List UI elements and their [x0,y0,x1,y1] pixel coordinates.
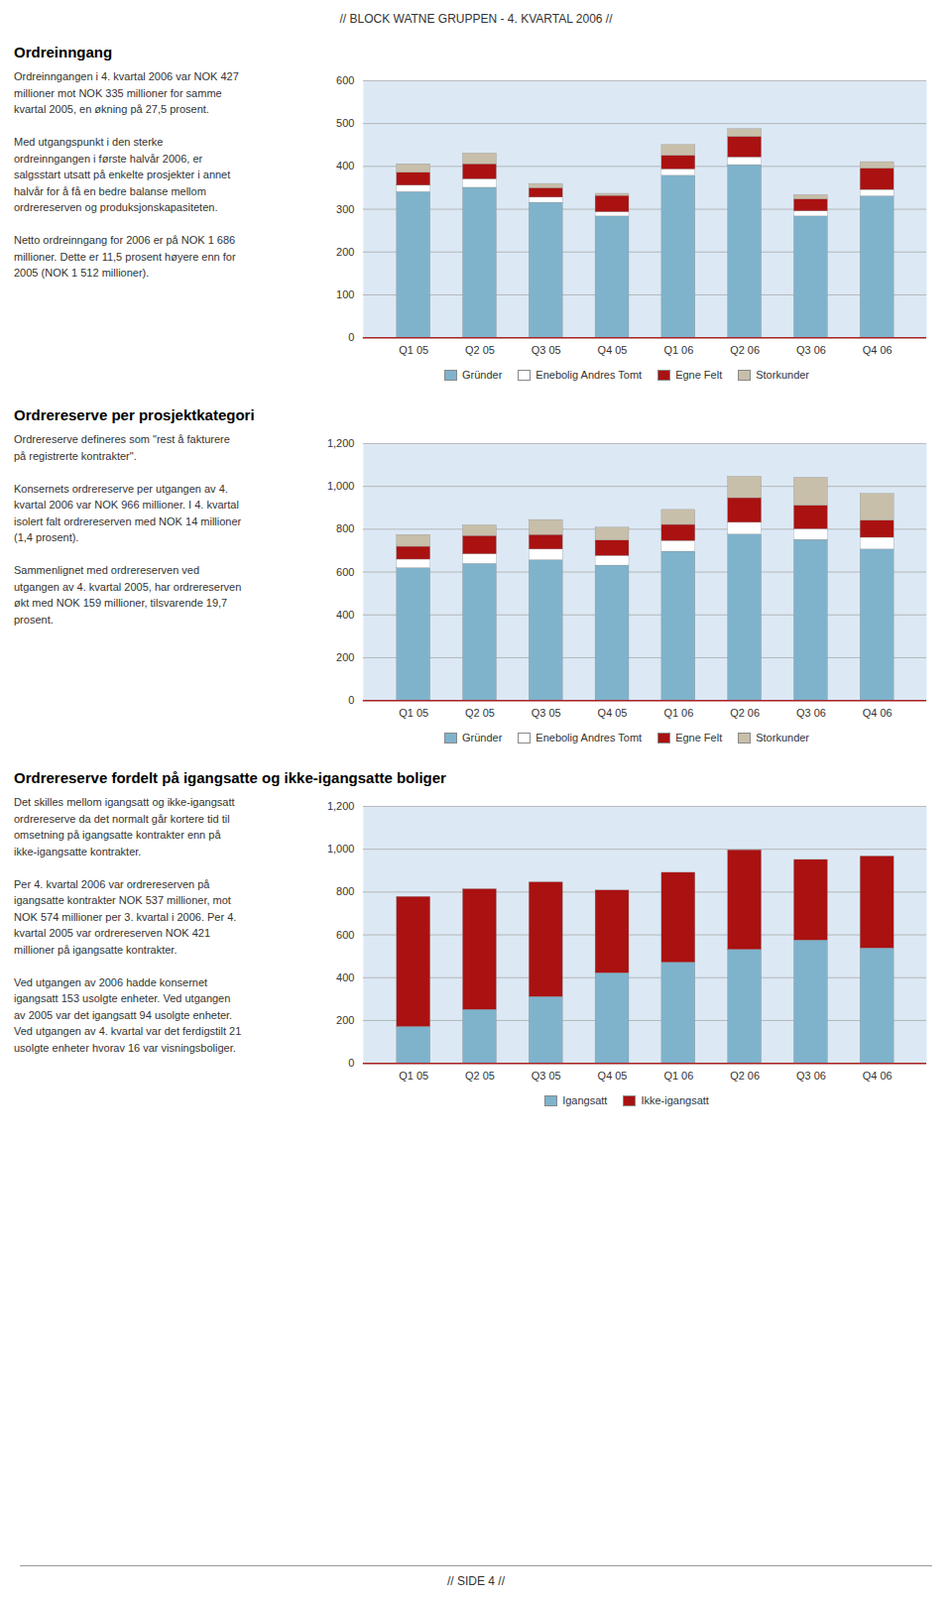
svg-text:0: 0 [348,331,355,344]
svg-text:Q1 06: Q1 06 [663,1070,694,1082]
svg-text:Q1 05: Q1 05 [398,1070,429,1082]
svg-text:500: 500 [336,117,355,129]
svg-text:1,200: 1,200 [327,800,355,813]
svg-text:800: 800 [336,522,355,535]
svg-text:Q4 06: Q4 06 [862,1070,893,1082]
html-text:Gründer: Gründer [462,368,503,381]
svg-text:Q3 05: Q3 05 [531,344,562,357]
svg-text:1,200: 1,200 [327,437,355,450]
html-text:// SIDE 4 //: // SIDE 4 // [447,1574,505,1589]
html-text:ordrereserve da det normalt gå: ordrereserve da det normalt går kortere … [13,812,230,825]
html-text:på registrerte kontrakter".: på registrerte kontrakter". [13,449,137,462]
html-text:Ved utgangen av 4. kvartal var: Ved utgangen av 4. kvartal var det ferdi… [13,1025,242,1038]
svg-text:Q3 05: Q3 05 [531,707,562,719]
svg-text:Q3 05: Q3 05 [531,1070,562,1082]
html-text:Netto ordreinngang for 2006 er: Netto ordreinngang for 2006 er på NOK 1 … [13,234,236,246]
svg-text:Q4 06: Q4 06 [862,344,893,357]
svg-text:Q4 05: Q4 05 [597,344,628,357]
html-text:salgsstart utsatt på enkelte p: salgsstart utsatt på enkelte prosjekter … [13,168,231,181]
html-text:omsetning på igangsatte kontra: omsetning på igangsatte kontrakter enn p… [13,829,221,842]
svg-text:200: 200 [336,1014,355,1027]
html-text:igangsatte kontrakter NOK 537: igangsatte kontrakter NOK 537 millioner,… [13,894,231,907]
svg-text:600: 600 [336,566,355,579]
html-text:Ordrereserve per prosjektkateg: Ordrereserve per prosjektkategori [13,406,255,424]
html-text:Igangsatt: Igangsatt [562,1094,608,1107]
html-text:av 2005 var det igangsatt 94 u: av 2005 var det igangsatt 94 usolgte enh… [13,1009,233,1022]
svg-text:Q2 06: Q2 06 [729,344,760,357]
svg-text:Q3 06: Q3 06 [796,707,827,719]
html-text:Egne Felt: Egne Felt [675,731,723,744]
html-text:Det skilles mellom igangsatt o: Det skilles mellom igangsatt og ikke-iga… [13,796,235,809]
html-text:kvartal 2005 var ordrereserven: kvartal 2005 var ordrereserven NOK 421 [13,927,211,940]
html-text:millioner mot NOK 335 millione: millioner mot NOK 335 millioner for samm… [13,86,222,99]
html-text:millioner. Dette er 11,5 prose: millioner. Dette er 11,5 prosent høyere … [13,250,236,263]
html-text:ordrereserven og produksjonska: ordrereserven og produksjonskapasiteten. [13,201,218,214]
html-text:Storkunder: Storkunder [755,731,810,744]
html-text:Konsernets ordrereserve per ut: Konsernets ordrereserve per utgangen av … [13,482,228,495]
svg-text:Q2 06: Q2 06 [729,1070,760,1082]
svg-text:Q1 05: Q1 05 [398,344,429,357]
html-text:prosent.: prosent. [13,613,54,626]
svg-text:400: 400 [336,159,355,172]
svg-text:300: 300 [336,203,355,216]
svg-text:1,000: 1,000 [327,479,355,492]
html-text:// BLOCK WATNE GRUPPEN - 4. KV: // BLOCK WATNE GRUPPEN - 4. KVARTAL 2006… [339,11,613,26]
svg-text:800: 800 [336,885,355,898]
svg-text:600: 600 [336,74,355,87]
svg-text:0: 0 [348,694,355,707]
svg-text:600: 600 [336,929,355,942]
html-text:(1,4 prosent).: (1,4 prosent). [13,531,79,544]
html-text:Enebolig Andres Tomt: Enebolig Andres Tomt [535,731,642,744]
html-text:millioner på igangsatte kontra: millioner på igangsatte kontrakter. [13,943,178,956]
svg-text:400: 400 [336,608,355,621]
svg-text:Q4 06: Q4 06 [862,707,893,719]
svg-text:Q3 06: Q3 06 [796,344,827,357]
html-text:Egne Felt: Egne Felt [675,368,723,381]
svg-text:200: 200 [336,245,355,258]
svg-text:Q1 05: Q1 05 [398,707,429,719]
html-text:isolert falt ordrereserven med: isolert falt ordrereserven med NOK 14 mi… [13,515,242,528]
svg-text:100: 100 [336,288,355,301]
html-text:ordreinngangen i første halvår: ordreinngangen i første halvår 2006, er [13,152,203,165]
html-text:igangsatt 153 usolgte enheter.: igangsatt 153 usolgte enheter. Ved utgan… [13,992,231,1005]
html-text:utgangen av 4. kvartal 2005, h: utgangen av 4. kvartal 2005, har ordrere… [13,580,242,593]
svg-text:Q2 05: Q2 05 [465,707,495,719]
html-text:Ordrereserve defineres som "re: Ordrereserve defineres som "rest å faktu… [13,433,230,446]
html-text:Ordrereserve fordelt på igangs: Ordrereserve fordelt på igangsatte og ik… [13,769,447,787]
svg-text:Q2 05: Q2 05 [465,344,495,357]
svg-text:Q4 05: Q4 05 [597,707,628,719]
svg-text:Q4 05: Q4 05 [597,1070,628,1082]
html-text:Sammenlignet med ordrereserven: Sammenlignet med ordrereserven ved [13,564,200,577]
html-text:Storkunder: Storkunder [755,368,810,381]
html-text:Ikke-igangsatt: Ikke-igangsatt [641,1094,709,1107]
html-text:Med utgangspunkt i den sterke: Med utgangspunkt i den sterke [13,135,164,148]
svg-text:Q2 05: Q2 05 [465,1070,495,1082]
svg-text:400: 400 [336,971,355,984]
html-text:kvartal 2006 var NOK 966 milli: kvartal 2006 var NOK 966 millioner. I 4.… [13,498,239,511]
html-text:kvartal 2005, en økning på 27,: kvartal 2005, en økning på 27,5 prosent. [13,103,210,116]
html-text:2005 (NOK 1 512 millioner).: 2005 (NOK 1 512 millioner). [13,266,150,279]
html-text:Ordreinngang: Ordreinngang [13,43,113,61]
html-text:Gründer: Gründer [462,731,503,744]
svg-text:200: 200 [336,651,355,664]
html-text:Ved utgangen av 2006 hadde kon: Ved utgangen av 2006 hadde konsernet [13,976,208,989]
svg-text:Q3 06: Q3 06 [796,1070,827,1082]
html-text:NOK 574 millioner per 3. kvart: NOK 574 millioner per 3. kvartal i 2006.… [13,910,237,923]
html-text:usolgte enheter hvorav 16 var: usolgte enheter hvorav 16 var visningsbo… [13,1041,236,1054]
svg-text:1,000: 1,000 [327,842,355,855]
html-text:halvår for å få en bedre balan: halvår for å få en bedre balanse mellom [13,184,207,197]
html-text:Enebolig Andres Tomt: Enebolig Andres Tomt [535,368,642,381]
html-text:økt med NOK 159 millioner, til: økt med NOK 159 millioner, tilsvarende 1… [13,596,228,609]
html-text:Ordreinngangen i 4. kvartal 20: Ordreinngangen i 4. kvartal 2006 var NOK… [13,70,239,83]
html-text:Per 4. kvartal 2006 var ordrer: Per 4. kvartal 2006 var ordrereserven på [13,878,210,891]
html-text:ikke-igangsatte kontrakter.: ikke-igangsatte kontrakter. [13,845,142,858]
svg-text:Q2 06: Q2 06 [729,707,760,719]
svg-text:Q1 06: Q1 06 [663,707,694,719]
svg-text:0: 0 [348,1057,355,1070]
svg-text:Q1 06: Q1 06 [663,344,694,357]
